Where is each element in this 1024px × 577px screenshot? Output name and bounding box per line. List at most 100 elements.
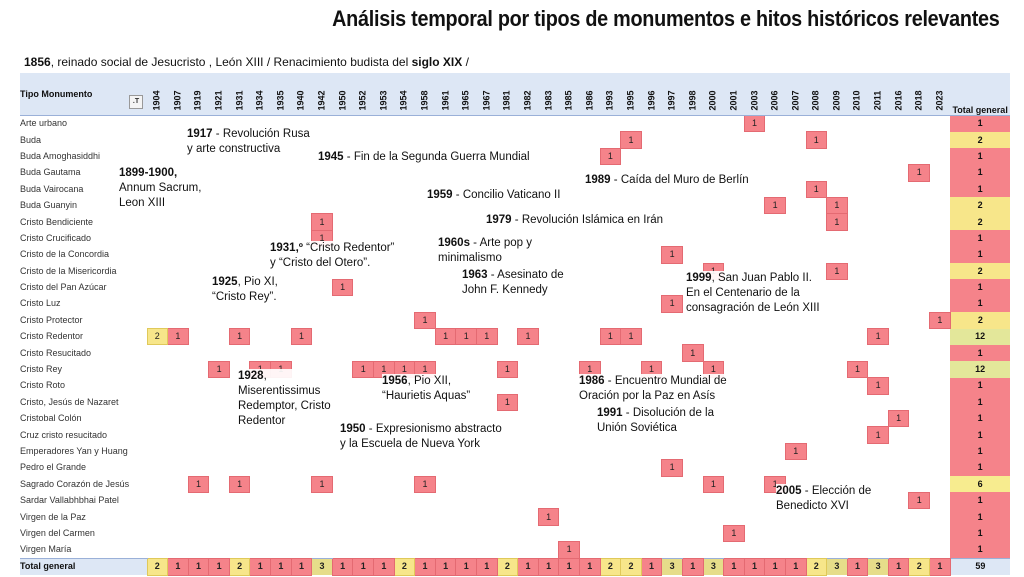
count-cell <box>579 345 600 361</box>
count-cell <box>641 443 662 459</box>
table-row: Cristo Redentor 2 1 1 1 1 1 1 1 1 1 1 12 <box>20 328 1011 346</box>
count-cell <box>600 345 621 361</box>
count-cell <box>600 197 621 213</box>
count-cell <box>271 165 292 181</box>
count-cell <box>847 181 868 197</box>
count-cell <box>724 345 745 361</box>
count-cell <box>724 116 745 132</box>
table-row: Sagrado Corazón de Jesús1111116 <box>20 475 1011 493</box>
count-cell <box>271 492 292 508</box>
table-row: Virgen de la Paz 1 1 <box>20 508 1011 526</box>
count-cell <box>168 296 189 312</box>
count-cell <box>353 509 374 525</box>
year-header: 2010 <box>847 73 868 116</box>
count-cell: 1 <box>208 360 230 379</box>
count-cell: 1 <box>414 475 436 493</box>
count-cell <box>229 312 250 328</box>
count-cell <box>332 165 353 181</box>
count-cell <box>538 525 559 541</box>
filter-dropdown-icon[interactable]: .T <box>129 95 143 109</box>
count-cell <box>888 197 909 213</box>
count-cell <box>394 230 415 246</box>
count-cell <box>209 411 230 427</box>
count-cell <box>147 116 168 132</box>
count-cell <box>456 345 477 361</box>
count-cell <box>600 247 621 263</box>
count-cell: 1 <box>867 426 889 444</box>
count-cell <box>930 361 951 377</box>
count-cell <box>703 116 724 132</box>
count-cell <box>147 378 168 394</box>
row-label: Buda Vairocana <box>20 183 84 194</box>
count-cell <box>374 509 395 525</box>
count-cell <box>827 279 848 295</box>
total-cell: 1 <box>723 557 745 576</box>
table-row: Buda Amoghasiddhi 1 1 <box>20 147 1011 166</box>
count-cell <box>682 443 703 459</box>
count-cell <box>291 165 312 181</box>
count-cell <box>600 492 621 508</box>
count-cell <box>703 148 724 164</box>
count-cell <box>147 214 168 230</box>
count-cell <box>353 329 374 345</box>
count-cell <box>312 525 333 541</box>
header-total: Total general <box>950 73 1011 116</box>
count-cell <box>456 132 477 148</box>
count-cell <box>827 230 848 246</box>
count-cell <box>168 312 189 328</box>
count-cell <box>827 247 848 263</box>
count-cell <box>785 247 806 263</box>
count-cell <box>374 197 395 213</box>
count-cell <box>888 181 909 197</box>
row-label: Cristo Bendiciente <box>20 216 94 227</box>
count-cell <box>579 312 600 328</box>
count-cell <box>724 492 745 508</box>
row-label: Buda Guanyin <box>20 200 78 211</box>
count-cell <box>497 329 518 345</box>
count-cell <box>930 165 951 181</box>
count-cell <box>868 279 889 295</box>
count-cell <box>579 116 600 132</box>
count-cell <box>930 279 951 295</box>
count-cell <box>806 542 827 558</box>
count-cell <box>765 165 786 181</box>
count-cell <box>415 492 436 508</box>
year-header: 1921 <box>208 73 230 116</box>
count-cell <box>909 460 930 476</box>
count-cell <box>806 329 827 345</box>
count-cell <box>847 296 868 312</box>
subtitle-text: , reinado social de Jesucristo , León XI… <box>50 55 412 69</box>
count-cell <box>168 345 189 361</box>
count-cell <box>394 165 415 181</box>
count-cell <box>477 378 498 394</box>
count-cell <box>827 542 848 558</box>
count-cell <box>827 148 848 164</box>
table-row: Cruz cristo resucitado 1 1 <box>20 426 1011 444</box>
count-cell <box>250 525 271 541</box>
count-cell <box>621 460 642 476</box>
count-cell <box>724 542 745 558</box>
count-cell <box>147 443 168 459</box>
count-cell <box>724 329 745 345</box>
count-cell <box>703 197 724 213</box>
count-cell <box>868 148 889 164</box>
count-cell <box>847 263 868 279</box>
count-cell <box>394 345 415 361</box>
count-cell <box>518 460 539 476</box>
count-cell <box>579 443 600 459</box>
count-cell <box>188 509 209 525</box>
total-cell: 1 <box>887 557 910 576</box>
count-cell <box>724 197 745 213</box>
count-cell <box>271 427 292 443</box>
count-cell <box>847 542 868 558</box>
count-cell <box>271 460 292 476</box>
count-cell <box>621 312 642 328</box>
count-cell <box>559 492 580 508</box>
count-cell <box>456 312 477 328</box>
count-cell <box>806 525 827 541</box>
count-cell <box>456 165 477 181</box>
count-cell <box>353 525 374 541</box>
count-cell <box>868 165 889 181</box>
count-cell <box>765 525 786 541</box>
count-cell <box>888 263 909 279</box>
